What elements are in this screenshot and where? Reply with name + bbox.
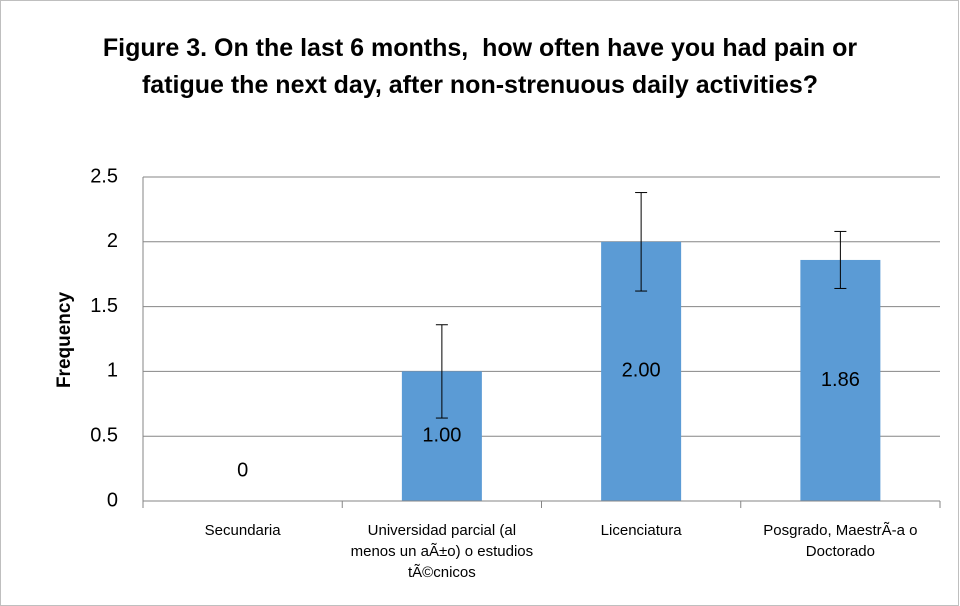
y-tick-label: 1.5 [90,295,118,317]
x-tick-label: Licenciatura [600,522,682,539]
y-tick-label: 2 [107,230,118,252]
y-axis-label: Frequency [54,292,75,389]
x-tick-label: Universidad parcial (al menos un aÃ±o) o… [350,522,534,581]
data-label: 1.86 [821,369,860,391]
x-tick-label: Posgrado, MaestrÃ-a o Doctorado [763,522,918,560]
y-tick-label: 1 [107,360,118,382]
y-tick-label: 0 [107,489,118,511]
chart-title: Figure 3. On the last 6 months, how ofte… [102,34,865,99]
bar [800,259,881,501]
data-label: 1.00 [422,424,461,446]
data-label: 0 [237,459,248,481]
x-tick-label: Secundaria [204,522,281,539]
y-tick-label: 0.5 [90,424,118,446]
data-label: 2.00 [622,360,661,382]
y-tick-label: 2.5 [90,165,118,187]
